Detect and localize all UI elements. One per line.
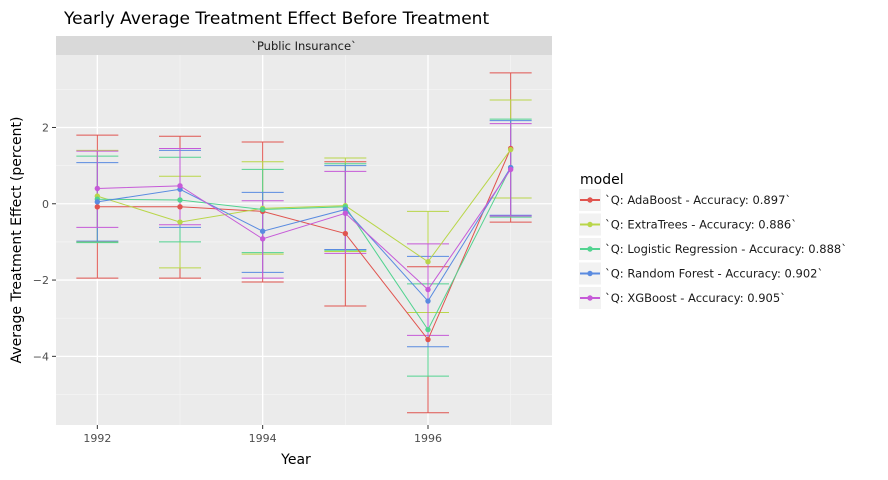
data-point (94, 204, 101, 210)
data-point (507, 146, 514, 153)
series-points (94, 145, 514, 343)
legend-item: `Q: Random Forest - Accuracy: 0.902` (579, 262, 823, 285)
error-bars (76, 72, 532, 414)
series-line (97, 149, 512, 263)
data-point (425, 298, 431, 304)
data-point (425, 286, 431, 293)
plot-panel (56, 55, 552, 425)
y-tick-label: 0 (42, 198, 49, 211)
y-tick-label: −4 (33, 350, 49, 363)
legend-item: `Q: ExtraTrees - Accuracy: 0.886` (579, 213, 797, 236)
data-point (425, 259, 431, 265)
legend-key-point (587, 197, 593, 203)
facet-strip (56, 36, 552, 55)
data-point (507, 166, 514, 173)
x-axis-label: Year (280, 452, 311, 468)
series-line (97, 148, 512, 341)
data-point (259, 206, 266, 213)
legend: `Q: AdaBoost - Accuracy: 0.897` `Q: Extra… (579, 189, 847, 309)
data-point (177, 197, 183, 203)
data-point (425, 336, 431, 343)
legend-label: `Q: XGBoost - Accuracy: 0.905` (605, 291, 786, 305)
legend-key-point (587, 246, 593, 252)
legend-label: `Q: AdaBoost - Accuracy: 0.897` (605, 193, 791, 207)
x-tick-label: 1996 (414, 432, 442, 445)
data-point (259, 236, 266, 242)
legend-key-point (587, 270, 593, 277)
data-point (342, 206, 349, 213)
series-lines (97, 148, 512, 341)
data-point (425, 326, 431, 333)
data-point (94, 185, 101, 192)
legend-key-point (587, 221, 593, 228)
legend-label: `Q: Logistic Regression - Accuracy: 0.88… (605, 242, 847, 256)
data-point (259, 228, 266, 234)
x-tick-label: 1994 (249, 432, 277, 445)
series-line (97, 169, 512, 291)
legend-item: `Q: AdaBoost - Accuracy: 0.897` (579, 189, 791, 211)
legend-item: `Q: XGBoost - Accuracy: 0.905` (579, 287, 786, 309)
y-axis-label: Average Treatment Effect (percent) (9, 117, 25, 364)
x-axis-ticks: 1992 1994 1996 (83, 425, 442, 445)
legend-item: `Q: Logistic Regression - Accuracy: 0.88… (579, 238, 847, 260)
data-point (177, 204, 183, 210)
data-point (177, 183, 183, 189)
y-tick-label: 2 (42, 121, 49, 134)
x-tick-label: 1992 (83, 432, 111, 445)
series-line (97, 167, 512, 331)
legend-label: `Q: Random Forest - Accuracy: 0.902` (605, 267, 823, 281)
y-axis-ticks: −4 −2 0 2 (33, 121, 56, 363)
series-line (97, 167, 512, 302)
chart-title: Yearly Average Treatment Effect Before T… (63, 9, 489, 29)
y-tick-label: −2 (33, 274, 49, 287)
legend-key-point (587, 295, 593, 301)
legend-label: `Q: ExtraTrees - Accuracy: 0.886` (605, 218, 797, 232)
data-point (94, 199, 101, 205)
data-point (177, 219, 183, 225)
data-point (342, 230, 349, 237)
facet-label: `Public Insurance` (251, 39, 357, 53)
legend-title: model (580, 172, 624, 188)
data-point (342, 210, 349, 216)
